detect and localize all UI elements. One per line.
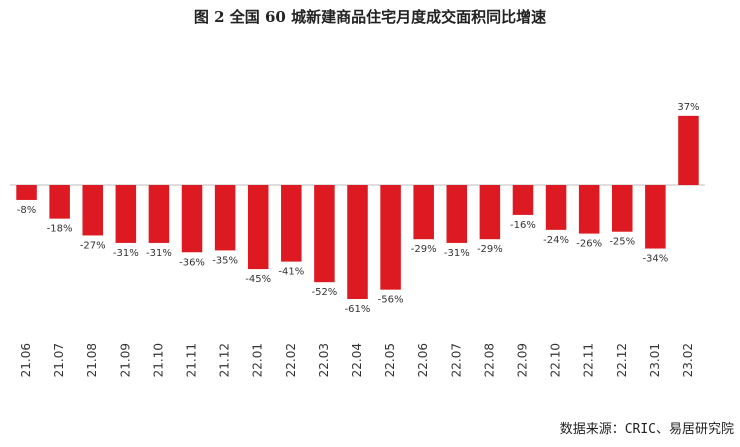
chart-title: 图 2 全国 60 城新建商品住宅月度成交面积同比增速	[193, 8, 547, 26]
bar-22.02	[281, 185, 302, 262]
data-source-note: 数据来源：CRIC、易居研究院	[559, 422, 734, 437]
bar-21.07	[49, 185, 70, 219]
value-label-23.01: -34%	[642, 254, 668, 265]
value-label-23.02: 37%	[677, 102, 699, 113]
value-label-21.10: -31%	[146, 248, 172, 259]
value-label-22.05: -56%	[378, 295, 404, 306]
value-label-21.08: -27%	[80, 240, 106, 251]
x-tick-label-22.11: 22.11	[582, 343, 596, 377]
x-tick-label-22.05: 22.05	[383, 343, 397, 377]
x-tick-label-22.08: 22.08	[482, 343, 496, 377]
value-labels-group: -8%-18%-27%-31% -31%-36% -35%-45%-41%-52%-…	[17, 102, 700, 315]
bar-23.02	[678, 115, 699, 185]
value-label-22.01: -45%	[245, 274, 271, 285]
bar-22.03	[314, 185, 335, 283]
x-tick-label-21.11: 21.11	[185, 343, 199, 377]
x-tick-label-21.09: 21.09	[118, 343, 132, 377]
bar-21.11	[181, 185, 203, 253]
x-tick-label-22.04: 22.04	[350, 343, 364, 377]
bar-23.01	[645, 185, 666, 249]
bar-22.04	[347, 185, 368, 299]
bar-22.05	[380, 185, 401, 290]
bar-22.12	[612, 185, 633, 232]
bar-22.01	[247, 185, 269, 270]
value-label-22.11: -26%	[576, 239, 602, 250]
x-tick-label-22.07: 22.07	[449, 343, 463, 377]
bar-21.12	[214, 185, 236, 251]
value-label-22.04: -61%	[345, 304, 371, 315]
x-tick-label-22.01: 22.01	[251, 343, 265, 377]
x-tick-label-22.06: 22.06	[416, 343, 430, 377]
value-label-22.08: -29%	[477, 244, 503, 255]
x-tick-label-21.08: 21.08	[85, 343, 99, 377]
bar-22.11	[578, 185, 600, 234]
value-label-22.06: -29%	[411, 244, 437, 255]
bar-22.06	[413, 185, 434, 240]
x-tick-label-22.02: 22.02	[284, 343, 298, 377]
x-tick-label-23.01: 23.01	[648, 343, 662, 377]
x-tick-label-21.10: 21.10	[151, 343, 165, 377]
x-tick-label-21.12: 21.12	[218, 343, 232, 377]
bar-21.06	[16, 185, 37, 200]
value-label-22.03: -52%	[311, 287, 337, 298]
bars-group	[16, 115, 699, 299]
value-label-22.12: -25%	[609, 237, 635, 248]
bar-21.10	[148, 185, 170, 243]
value-label-21.06: -8%	[17, 205, 36, 216]
value-label-21.09: -31%	[113, 248, 139, 259]
value-label-22.09: -16%	[510, 220, 536, 231]
value-label-22.02: -41%	[278, 267, 304, 278]
x-tick-label-21.07: 21.07	[52, 343, 66, 377]
x-tick-label-23.02: 23.02	[681, 343, 695, 377]
bar-21.08	[82, 185, 103, 236]
x-tick-label-22.09: 22.09	[515, 343, 529, 377]
value-label-21.12: -35%	[212, 255, 238, 266]
x-tick-label-22.12: 22.12	[615, 343, 629, 377]
x-tick-label-22.03: 22.03	[317, 343, 331, 377]
bar-22.07	[446, 185, 468, 243]
value-label-22.10: -24%	[543, 235, 569, 246]
value-label-21.11: -36%	[179, 257, 205, 268]
bar-22.10	[545, 185, 567, 230]
x-tick-labels-group: 21.06 21.07 21.08 21.09 21.10 21.11 21.12 22.01…	[19, 343, 695, 377]
value-label-21.07: -18%	[47, 224, 73, 235]
bar-22.08	[479, 185, 501, 240]
x-tick-label-21.06: 21.06	[19, 343, 33, 377]
bar-22.09	[512, 185, 534, 215]
x-tick-label-22.10: 22.10	[549, 343, 563, 377]
value-label-22.07: -31%	[444, 248, 470, 259]
bar-21.09	[115, 185, 137, 243]
